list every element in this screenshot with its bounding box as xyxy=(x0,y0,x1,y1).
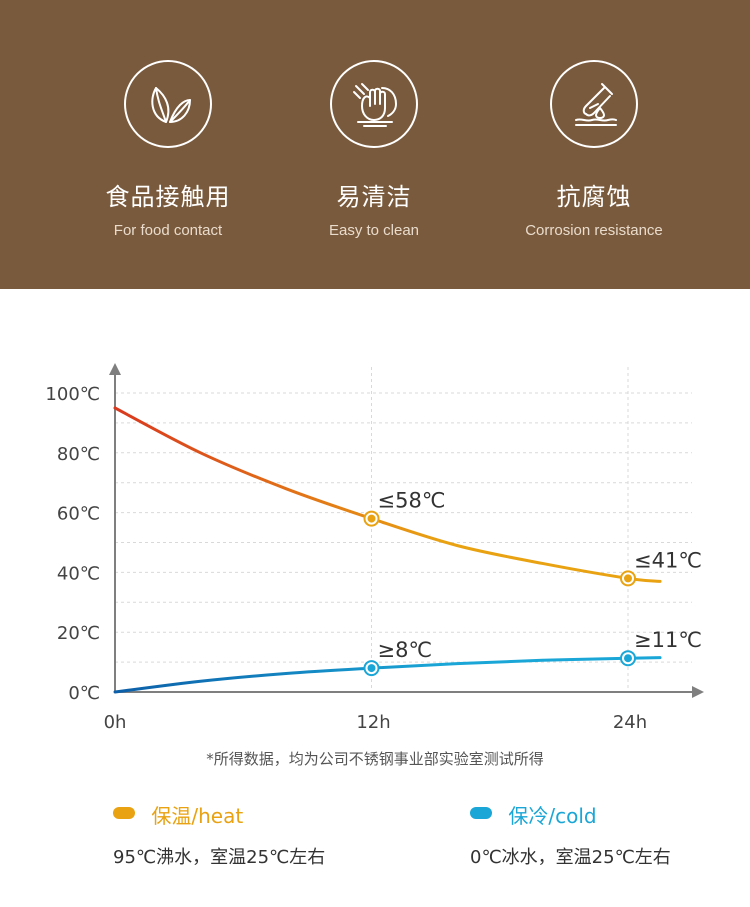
chart-footnote: *所得数据，均为公司不锈钢事业部实验室测试所得 xyxy=(206,750,544,768)
data-label: ≤58℃ xyxy=(378,489,446,513)
data-label: ≥11℃ xyxy=(634,628,702,652)
feature-easy-clean: 易清洁 Easy to clean xyxy=(274,60,474,239)
test-tube-drop-icon xyxy=(550,60,638,148)
series-line-cold xyxy=(113,656,662,694)
feature-food-contact: 食品接触用 For food contact xyxy=(68,60,268,239)
feature-title: 易清洁 xyxy=(336,183,412,211)
y-tick-label: 20℃ xyxy=(57,623,100,644)
x-tick-label: 12h xyxy=(356,712,390,733)
legend-heat-label: 保温/heat xyxy=(151,804,244,828)
feature-title: 抗腐蚀 xyxy=(556,183,632,211)
data-label: ≤41℃ xyxy=(634,548,702,572)
data-point-dot xyxy=(367,514,376,523)
data-point-dot xyxy=(367,664,376,673)
legend-cold-swatch xyxy=(470,806,492,819)
data-point-dot xyxy=(624,574,632,583)
hand-cleaning-icon xyxy=(330,60,418,148)
feature-banner: 食品接触用 For food contact 易清洁 Easy to clean xyxy=(0,0,750,289)
x-tick-label: 0h xyxy=(104,712,127,733)
y-tick-label: 100℃ xyxy=(45,384,100,405)
x-axis-arrow xyxy=(692,686,704,698)
y-tick-label: 40℃ xyxy=(57,563,100,584)
temperature-chart: 0℃ 20℃ 40℃ 60℃ 80℃ 100℃ 0h 12h 24h ≤58℃ ≤41℃ ≥8℃ ≥11… xyxy=(45,363,704,733)
y-axis-arrow xyxy=(109,363,121,375)
data-point-dot xyxy=(624,654,632,663)
legend-heat-desc: 95℃沸水，室温25℃左右 xyxy=(113,847,326,868)
x-tick-label: 24h xyxy=(613,712,647,733)
feature-corrosion-resistance: 抗腐蚀 Corrosion resistance xyxy=(494,60,694,239)
y-tick-label: 80℃ xyxy=(57,444,100,465)
legend-cold-desc: 0℃冰水，室温25℃左右 xyxy=(470,847,671,868)
data-label: ≥8℃ xyxy=(378,638,433,662)
feature-subtitle: For food contact xyxy=(113,222,223,239)
legend-cold: 保冷/cold 0℃冰水，室温25℃左右 xyxy=(470,800,671,869)
y-tick-label: 0℃ xyxy=(68,683,100,704)
y-tick-label: 60℃ xyxy=(57,504,100,525)
series-line-heat xyxy=(113,406,662,583)
feature-subtitle: Corrosion resistance xyxy=(525,222,663,239)
legend-heat-swatch xyxy=(113,806,135,819)
legend-cold-label: 保冷/cold xyxy=(508,804,597,828)
leaf-icon xyxy=(124,60,212,148)
feature-subtitle: Easy to clean xyxy=(328,222,420,239)
legend-heat: 保温/heat 95℃沸水，室温25℃左右 xyxy=(113,800,325,869)
feature-title: 食品接触用 xyxy=(105,183,231,211)
